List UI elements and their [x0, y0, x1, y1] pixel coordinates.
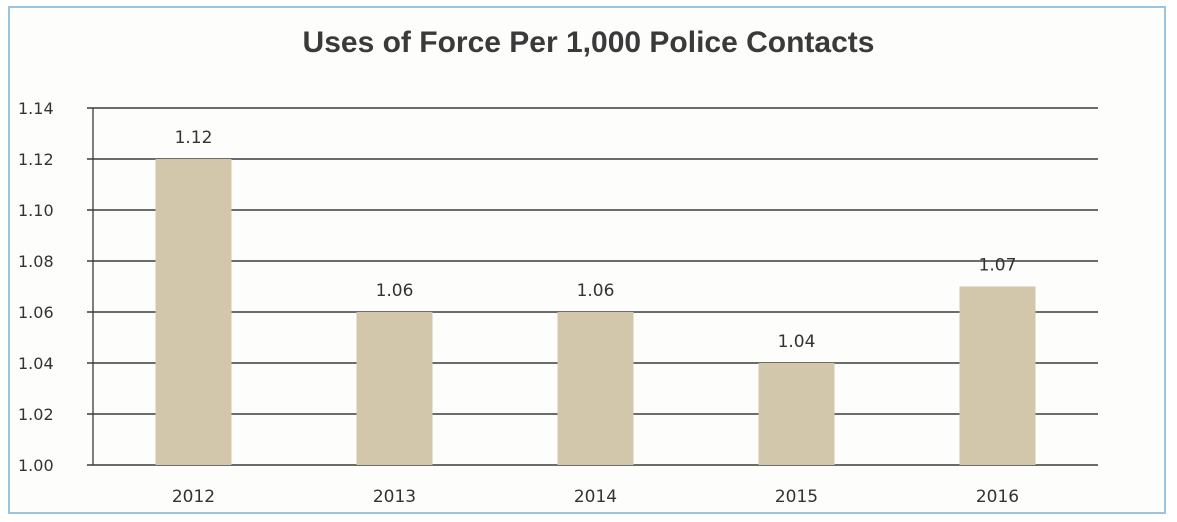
data-label-2014: 1.06 — [577, 281, 615, 301]
bar-2015 — [758, 363, 835, 465]
bar-2012 — [155, 159, 232, 465]
x-tick-label: 2013 — [373, 487, 416, 507]
y-tick-label: 1.00 — [18, 456, 54, 475]
y-tick-label: 1.06 — [18, 303, 54, 322]
x-tick-label: 2012 — [172, 487, 215, 507]
x-tick-label: 2015 — [775, 487, 818, 507]
x-tick-label: 2014 — [574, 487, 617, 507]
data-label-2015: 1.04 — [778, 332, 816, 352]
chart-title: Uses of Force Per 1,000 Police Contacts — [302, 26, 875, 59]
bar-2014 — [557, 312, 634, 465]
y-tick-label: 1.08 — [18, 252, 54, 271]
y-tick-label: 1.14 — [18, 99, 54, 118]
data-label-2016: 1.07 — [979, 256, 1017, 276]
y-tick-label: 1.10 — [18, 201, 54, 220]
x-tick-label: 2016 — [976, 487, 1019, 507]
y-tick-label: 1.04 — [18, 354, 54, 373]
data-label-2012: 1.12 — [175, 128, 213, 148]
y-tick-label: 1.02 — [18, 405, 54, 424]
bar-2016 — [959, 286, 1036, 465]
data-label-2013: 1.06 — [376, 281, 414, 301]
bar-2013 — [356, 312, 433, 465]
y-tick-label: 1.12 — [18, 150, 54, 169]
